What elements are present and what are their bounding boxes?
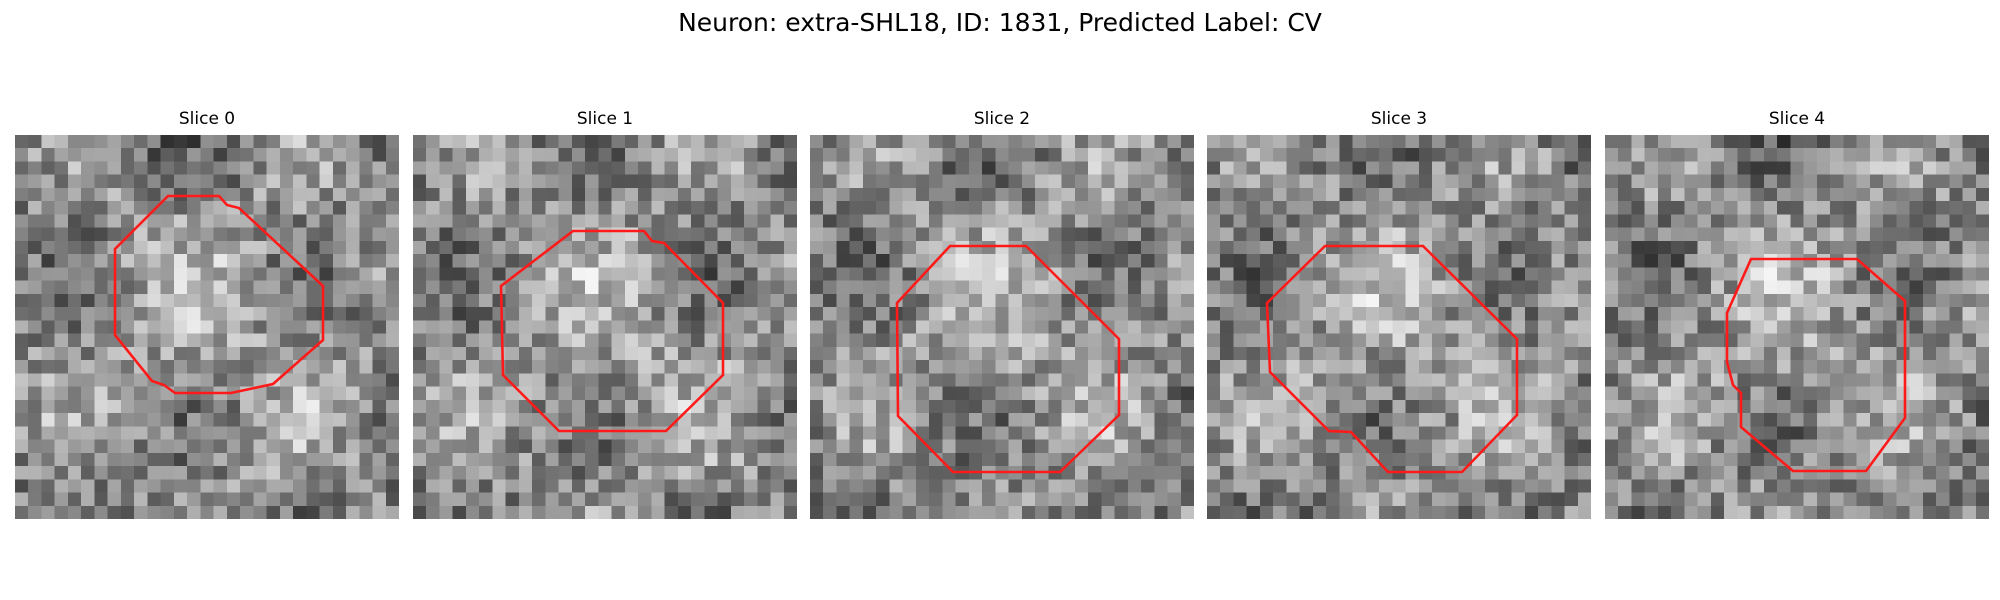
figure-title: Neuron: extra-SHL18, ID: 1831, Predicted…: [678, 8, 1322, 37]
slice-panel-2: Slice 2: [810, 108, 1194, 519]
roi-outline: [1725, 257, 1907, 473]
neuron-contour: [1265, 244, 1519, 474]
slice-panel-3: Slice 3: [1207, 108, 1591, 519]
neuron-contour: [1725, 257, 1907, 473]
slice-panel-4: Slice 4: [1605, 108, 1989, 519]
grayscale-image-patch: [15, 135, 399, 519]
image-frame: [413, 135, 797, 519]
slice-title: Slice 3: [1370, 109, 1428, 129]
slice-title: Slice 4: [1768, 109, 1826, 129]
slice-panel-0: Slice 0: [15, 108, 399, 519]
neuron-contour: [499, 229, 725, 433]
grayscale-image-patch: [810, 135, 1194, 519]
roi-outline: [113, 194, 325, 395]
image-frame: [810, 135, 1194, 519]
slice-title: Slice 1: [576, 109, 634, 129]
roi-outline: [895, 244, 1121, 474]
roi-outline: [1265, 244, 1519, 474]
image-frame: [15, 135, 399, 519]
slice-title: Slice 0: [178, 109, 236, 129]
slice-panel-1: Slice 1: [413, 108, 797, 519]
neuron-contour: [113, 194, 325, 395]
grayscale-image-patch: [413, 135, 797, 519]
grayscale-image-patch: [1605, 135, 1989, 519]
image-frame: [1605, 135, 1989, 519]
slice-title: Slice 2: [973, 109, 1031, 129]
grayscale-image-patch: [1207, 135, 1591, 519]
neuron-contour: [895, 244, 1121, 474]
roi-outline: [499, 229, 725, 433]
image-frame: [1207, 135, 1591, 519]
